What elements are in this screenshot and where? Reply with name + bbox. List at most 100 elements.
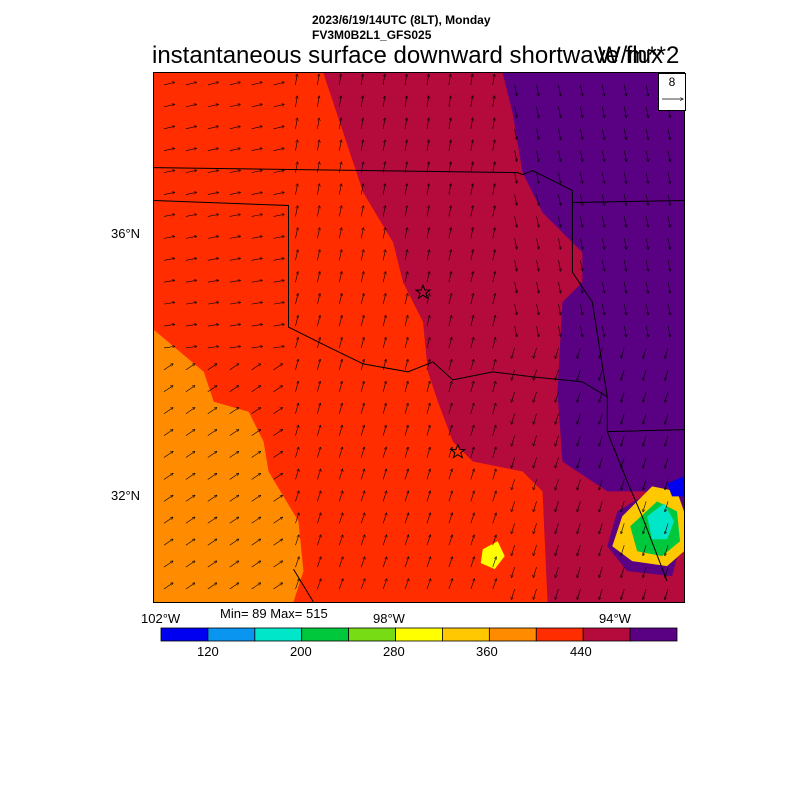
wind-vector: [470, 250, 473, 261]
wind-vector: [448, 228, 451, 239]
wind-vector: [533, 588, 537, 599]
wind-vector: [470, 513, 474, 524]
reference-vector-value: 8: [668, 75, 676, 89]
wind-vector: [492, 74, 495, 86]
wind-vector: [558, 304, 560, 315]
wind-vector: [643, 567, 647, 577]
wind-vector: [163, 170, 175, 173]
wind-vector: [555, 369, 559, 380]
wind-vector: [339, 228, 341, 239]
wind-vector: [404, 250, 407, 261]
wind-vector: [621, 391, 625, 402]
wind-vector: [251, 148, 263, 151]
wind-vector: [273, 126, 285, 130]
wind-vector: [577, 523, 581, 533]
wind-vector: [163, 583, 173, 590]
wind-vector: [295, 74, 297, 86]
colorbar-swatch: [301, 627, 350, 642]
wind-vector: [229, 429, 239, 436]
wind-vector: [185, 258, 197, 261]
wind-vector: [580, 84, 582, 96]
wind-vector: [360, 381, 364, 392]
wind-vector: [492, 469, 496, 480]
wind-vector: [511, 391, 515, 402]
wind-vector: [295, 206, 297, 217]
reference-vector-box: 8: [658, 73, 686, 111]
wind-vector: [426, 184, 429, 195]
wind-vector: [185, 517, 195, 524]
wind-vector: [555, 457, 559, 468]
wind-vector: [555, 413, 559, 424]
wind-vector: [207, 408, 217, 414]
wind-vector: [295, 579, 299, 590]
wind-vector: [251, 539, 261, 546]
wind-vector: [229, 583, 239, 590]
wind-vector: [251, 408, 261, 414]
wind-vector: [163, 214, 175, 217]
wind-vector: [251, 302, 263, 305]
wind-vector: [511, 457, 515, 468]
wind-vector: [251, 104, 263, 108]
wind-vector: [360, 162, 363, 173]
wind-vector: [492, 557, 497, 568]
wind-vector: [273, 258, 285, 261]
wind-vector: [339, 337, 342, 349]
wind-vector: [295, 403, 298, 414]
wind-vector: [295, 315, 298, 327]
flux-map: [153, 72, 685, 603]
wind-vector: [602, 216, 604, 227]
wind-vector: [558, 282, 560, 293]
wind-vector: [492, 228, 495, 239]
wind-vector: [492, 403, 496, 414]
wind-vector: [185, 539, 195, 546]
wind-vector: [382, 469, 386, 480]
wind-vector: [185, 429, 195, 436]
wind-vector: [577, 457, 581, 468]
wind-vector: [229, 236, 241, 239]
wind-vector: [229, 539, 239, 546]
wind-vector: [667, 216, 670, 227]
wind-vector: [645, 216, 648, 227]
wind-vector: [536, 238, 539, 249]
wind-vector: [623, 238, 626, 249]
wind-vector: [229, 408, 239, 414]
wind-vector: [229, 280, 241, 283]
min-max-stats: Min= 89 Max= 515: [220, 606, 328, 621]
wind-vector: [514, 282, 517, 293]
wind-vector: [492, 425, 496, 436]
wind-vector: [580, 216, 582, 227]
wind-vector: [251, 517, 261, 524]
wind-vector: [207, 104, 219, 108]
wind-vector: [448, 469, 452, 480]
wind-vector: [621, 501, 625, 511]
wind-vector: [317, 293, 320, 305]
wind-vector: [317, 359, 320, 370]
wind-vector: [448, 96, 451, 107]
wind-vector: [470, 447, 474, 458]
wind-vector: [645, 172, 648, 184]
wind-vector: [273, 495, 283, 502]
wind-vector: [448, 447, 452, 458]
wind-vector: [492, 491, 496, 502]
wind-vector: [251, 495, 261, 502]
wind-vector: [207, 192, 219, 195]
wind-vector: [207, 302, 219, 305]
wind-vector: [602, 84, 604, 96]
wind-vector: [273, 539, 283, 546]
wind-vector: [623, 216, 626, 227]
wind-vector: [426, 557, 431, 568]
wind-vector: [295, 513, 298, 524]
colorbar-label: 280: [383, 644, 405, 659]
wind-vector: [317, 162, 319, 173]
wind-vector: [317, 96, 319, 107]
wind-vector: [295, 293, 298, 305]
wind-vector: [599, 347, 603, 358]
wind-vector: [229, 302, 241, 305]
wind-vector: [492, 337, 496, 349]
wind-vector: [621, 479, 625, 489]
wind-vector: [382, 96, 385, 107]
wind-vector: [339, 359, 342, 370]
wind-vector: [602, 150, 604, 162]
wind-vector: [360, 315, 364, 327]
wind-vector: [533, 435, 537, 446]
